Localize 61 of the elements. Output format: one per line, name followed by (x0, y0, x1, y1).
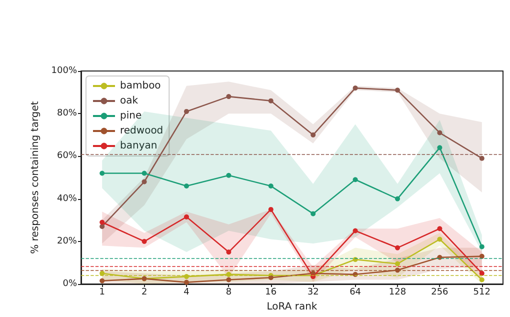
point (226, 250, 232, 255)
x-tick-label: 512 (473, 288, 490, 298)
y-tick-label: 80% (56, 108, 78, 119)
point (142, 179, 147, 184)
point (479, 254, 484, 259)
x-tick-label: 128 (388, 288, 406, 298)
point (226, 277, 232, 282)
point (479, 270, 484, 276)
legend-label: redwood (120, 126, 164, 136)
point (437, 130, 442, 136)
point (142, 238, 147, 244)
point (226, 172, 232, 178)
point (352, 177, 358, 182)
point (100, 270, 105, 276)
y-axis-title: % responses containing target (30, 101, 41, 254)
x-tick-label: 1 (99, 288, 105, 298)
point (184, 108, 189, 114)
legend-label: bamboo (120, 80, 161, 92)
x-tick-label: 4 (184, 288, 190, 298)
point (310, 211, 316, 216)
point (310, 132, 316, 138)
point (184, 214, 189, 220)
x-tick-label: 8 (226, 288, 232, 298)
point (184, 280, 189, 285)
legend-label: banyan (120, 140, 158, 152)
x-tick-label: 32 (307, 288, 319, 298)
point (268, 275, 274, 280)
point (479, 277, 484, 282)
point (100, 278, 105, 284)
point (268, 184, 274, 189)
legend-label: pine (120, 110, 142, 122)
y-tick-label: 0% (62, 279, 78, 289)
point (268, 206, 274, 212)
point (395, 88, 400, 93)
point (100, 224, 105, 229)
point (437, 236, 442, 242)
point (395, 261, 400, 266)
y-tick-label: 20% (56, 236, 78, 246)
point (395, 245, 400, 250)
x-tick-label: 2 (141, 288, 148, 298)
x-tick-label: 16 (265, 288, 277, 298)
point (352, 228, 358, 234)
point (437, 226, 442, 232)
point (395, 196, 400, 202)
point (479, 156, 484, 161)
point (437, 145, 442, 150)
x-tick-label: 64 (350, 288, 362, 298)
point (226, 94, 232, 100)
legend-label: oak (120, 96, 138, 106)
point (142, 170, 147, 176)
x-axis-title: LoRA rank (266, 302, 318, 312)
y-tick-label: 100% (51, 66, 78, 76)
point (352, 86, 358, 91)
y-tick-label: 60% (56, 151, 78, 162)
y-tick-label: 40% (56, 194, 78, 204)
point (184, 184, 189, 189)
x-tick-label: 256 (431, 288, 449, 298)
point (268, 98, 274, 104)
point (479, 244, 484, 250)
point (100, 170, 105, 176)
point (100, 220, 105, 225)
